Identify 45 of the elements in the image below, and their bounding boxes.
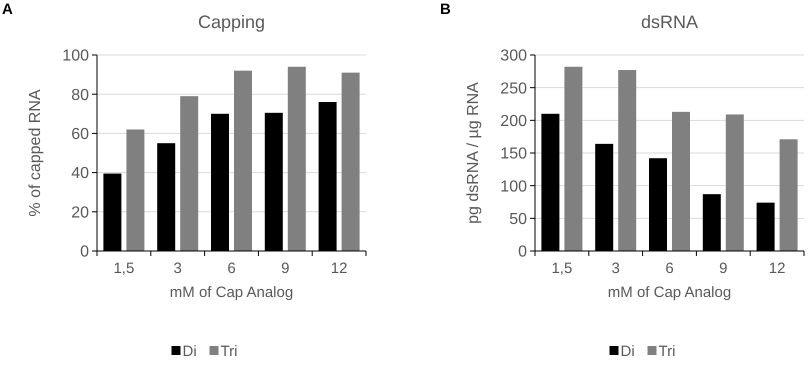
bar (288, 66, 306, 251)
x-tick-label: 9 (719, 260, 728, 277)
y-tick-label: 40 (71, 165, 90, 182)
bar (780, 139, 798, 251)
x-tick-label: 12 (330, 260, 348, 277)
y-tick-label: 100 (62, 48, 90, 65)
y-tick-label: 80 (71, 86, 90, 104)
x-tick-label: 1,5 (113, 260, 134, 277)
y-axis-title: % of capped RNA (27, 89, 44, 217)
chart-title: dsRNA (640, 12, 698, 32)
legend-label: Di (182, 343, 197, 360)
legend-label: Tri (658, 343, 676, 360)
bar (234, 70, 252, 251)
bar (672, 112, 690, 251)
chart-title: Capping (198, 12, 266, 32)
x-axis-title: mM of Cap Analog (170, 284, 294, 301)
x-tick-label: 6 (227, 260, 236, 277)
y-tick-label: 60 (71, 126, 90, 143)
y-tick-label: 50 (509, 210, 528, 228)
legend-label: Di (620, 343, 635, 360)
bar (126, 129, 144, 251)
bar (564, 66, 582, 251)
x-tick-label: 3 (174, 260, 182, 277)
bar (180, 96, 198, 251)
bar (342, 72, 360, 251)
y-tick-label: 0 (518, 244, 528, 261)
x-tick-label: 3 (612, 260, 620, 277)
bar (726, 114, 744, 251)
y-tick-label: 0 (80, 244, 90, 261)
x-tick-label: 9 (281, 260, 290, 277)
y-axis-title: pg dsRNA / µg RNA (465, 82, 482, 224)
y-tick-label: 100 (500, 178, 528, 196)
bar (618, 70, 636, 251)
text: A (2, 1, 13, 18)
x-axis-title: mM of Cap Analog (608, 284, 732, 301)
y-tick-label: 300 (500, 48, 528, 65)
x-tick-label: 12 (768, 260, 786, 277)
legend-label: Tri (220, 343, 238, 360)
y-tick-label: 250 (500, 80, 528, 98)
x-tick-label: 1,5 (551, 260, 572, 277)
y-tick-label: 200 (500, 112, 528, 130)
y-tick-label: 20 (71, 204, 90, 222)
y-tick-label: 150 (500, 146, 528, 163)
x-tick-label: 6 (665, 260, 674, 277)
text: B (440, 1, 451, 18)
